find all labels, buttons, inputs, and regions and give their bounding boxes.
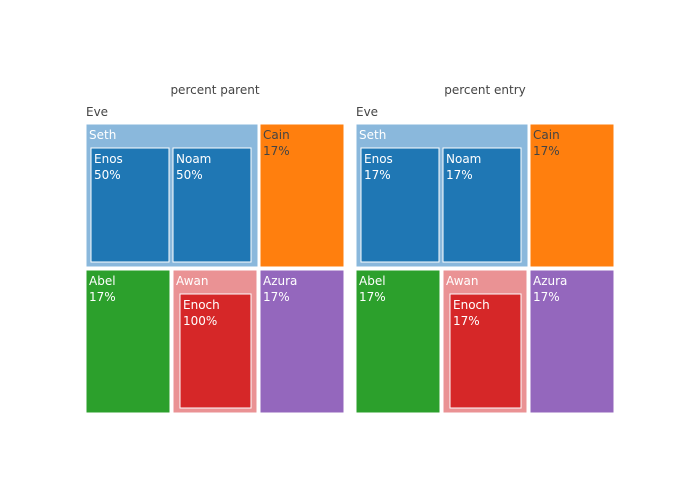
- label-enoch: Enoch: [453, 298, 490, 312]
- label-enos: Enos: [94, 152, 123, 166]
- value-noam: 50%: [176, 168, 203, 182]
- label-noam: Noam: [446, 152, 481, 166]
- value-enoch: 17%: [453, 314, 480, 328]
- value-enoch: 100%: [183, 314, 217, 328]
- value-azura: 17%: [263, 290, 290, 304]
- label-awan: Awan: [446, 274, 479, 288]
- panel-title: percent entry: [444, 83, 526, 97]
- label-enoch: Enoch: [183, 298, 220, 312]
- value-cain: 17%: [533, 144, 560, 158]
- value-abel: 17%: [89, 290, 116, 304]
- root-label: Eve: [356, 105, 378, 119]
- label-awan: Awan: [176, 274, 209, 288]
- label-seth: Seth: [359, 128, 386, 142]
- label-noam: Noam: [176, 152, 211, 166]
- panel-title: percent parent: [170, 83, 259, 97]
- label-cain: Cain: [263, 128, 290, 142]
- label-seth: Seth: [89, 128, 116, 142]
- value-noam: 17%: [446, 168, 473, 182]
- treemap-panel-2: percent entry Eve Seth Enos 17% Noam 17% Cain 17…: [356, 83, 614, 413]
- label-enos: Enos: [364, 152, 393, 166]
- label-abel: Abel: [359, 274, 386, 288]
- value-cain: 17%: [263, 144, 290, 158]
- value-enos: 50%: [94, 168, 121, 182]
- treemap-panel-1: percent parent Eve Seth Enos 50% Noam 50% Cain 1…: [86, 83, 344, 413]
- value-azura: 17%: [533, 290, 560, 304]
- label-azura: Azura: [263, 274, 297, 288]
- label-abel: Abel: [89, 274, 116, 288]
- value-enos: 17%: [364, 168, 391, 182]
- root-label: Eve: [86, 105, 108, 119]
- label-azura: Azura: [533, 274, 567, 288]
- label-cain: Cain: [533, 128, 560, 142]
- value-abel: 17%: [359, 290, 386, 304]
